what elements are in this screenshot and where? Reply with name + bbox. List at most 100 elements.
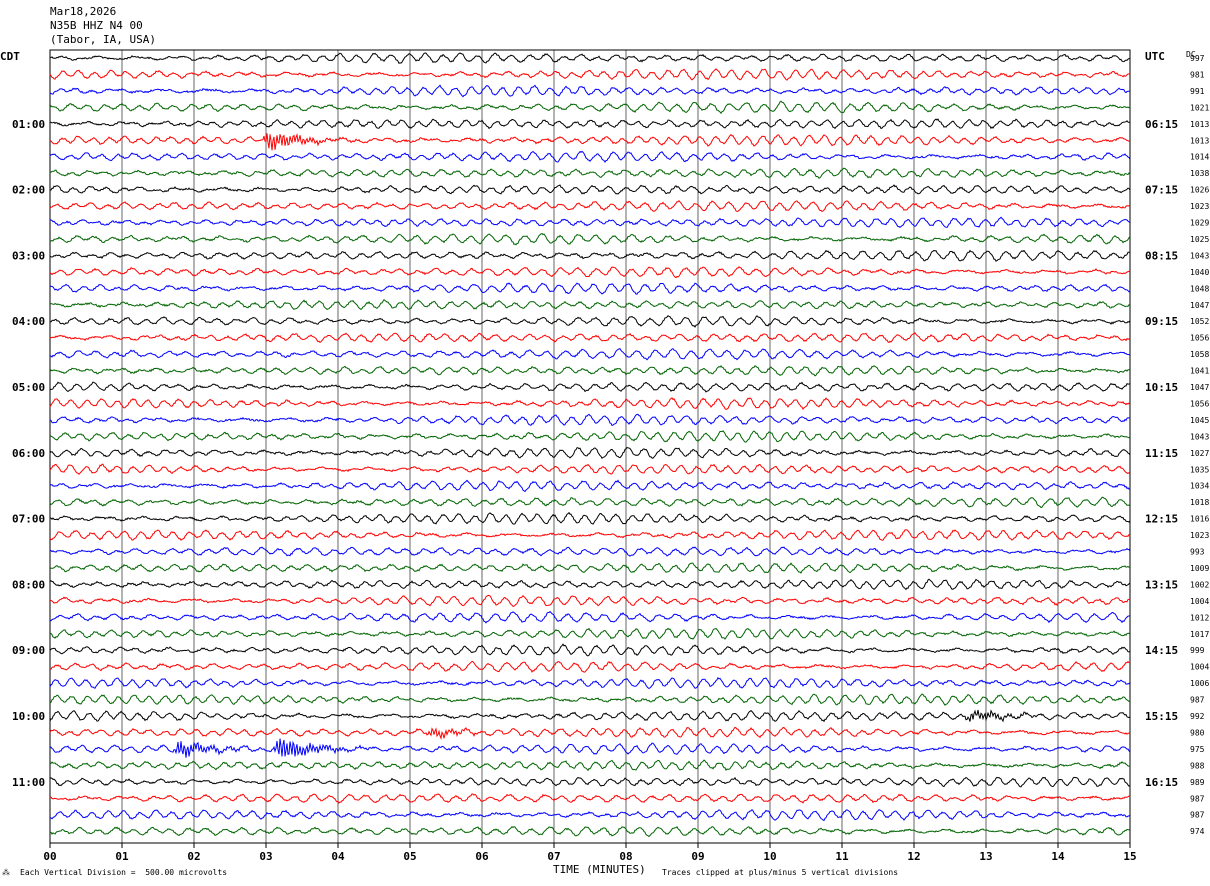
x-tick-label: 00 — [43, 850, 56, 863]
dc-offset-label: 1016 — [1190, 515, 1209, 524]
dc-offset-label: 1004 — [1190, 663, 1209, 672]
dc-offset-label: 1023 — [1190, 531, 1209, 540]
trace-35 — [49, 627, 1131, 640]
trace-8 — [49, 184, 1131, 195]
dc-offset-label: 1040 — [1190, 268, 1209, 277]
scale-note: Each Vertical Division = 500.00 microvol… — [20, 868, 228, 877]
trace-13 — [49, 266, 1131, 279]
trace-28 — [49, 511, 1131, 525]
trace-36 — [49, 643, 1131, 657]
clip-note: Traces clipped at plus/minus 5 vertical … — [662, 868, 899, 877]
trace-29 — [49, 529, 1131, 541]
trace-6 — [49, 150, 1131, 164]
dc-offset-label: 1043 — [1190, 251, 1209, 260]
hour-label-right: 14:15 — [1145, 644, 1178, 657]
trace-9 — [49, 199, 1131, 212]
header-location: (Tabor, IA, USA) — [50, 33, 156, 46]
dc-offset-label: 974 — [1190, 827, 1205, 836]
dc-offset-label: 1013 — [1190, 120, 1209, 129]
trace-7 — [49, 167, 1131, 179]
x-tick-label: 09 — [691, 850, 704, 863]
dc-offset-label: 989 — [1190, 778, 1205, 787]
x-tick-label: 02 — [187, 850, 200, 863]
dc-offset-label: 1056 — [1190, 399, 1209, 408]
x-tick-label: 07 — [547, 850, 560, 863]
dc-offset-label: 1026 — [1190, 186, 1209, 195]
trace-20 — [49, 381, 1131, 393]
dc-offset-label: 1018 — [1190, 498, 1209, 507]
hour-label-right: 08:15 — [1145, 249, 1178, 262]
trace-43 — [49, 759, 1131, 772]
hour-label-left: 03:00 — [12, 249, 45, 262]
hour-label-left: 08:00 — [12, 578, 45, 591]
dc-label: DC — [1186, 50, 1196, 59]
dc-offset-label: 993 — [1190, 548, 1205, 557]
trace-46 — [49, 808, 1131, 822]
header-date: Mar18,2026 — [50, 5, 117, 18]
trace-24 — [49, 447, 1131, 459]
trace-12 — [49, 249, 1130, 262]
header-station: N35B HHZ N4 00 — [50, 19, 143, 32]
trace-11 — [49, 233, 1131, 246]
trace-23 — [49, 430, 1131, 443]
dc-offset-label: 1006 — [1190, 679, 1209, 688]
trace-31 — [49, 562, 1130, 574]
trace-21 — [49, 397, 1131, 411]
dc-offset-label: 988 — [1190, 761, 1205, 770]
trace-30 — [49, 546, 1131, 557]
hour-label-right: 06:15 — [1145, 118, 1178, 131]
dc-offset-label: 987 — [1190, 696, 1205, 705]
trace-14 — [49, 282, 1131, 295]
hour-label-right: 13:15 — [1145, 578, 1178, 591]
dc-offset-label: 975 — [1190, 745, 1205, 754]
x-axis-label: TIME (MINUTES) — [553, 863, 646, 876]
dc-offset-label: 1027 — [1190, 449, 1209, 458]
dc-offset-label: 997 — [1190, 54, 1205, 63]
dc-offset-label: 1009 — [1190, 564, 1209, 573]
trace-47 — [49, 825, 1131, 838]
hour-label-left: 07:00 — [12, 513, 45, 526]
hour-label-right: 11:15 — [1145, 447, 1178, 460]
trace-39 — [49, 693, 1131, 706]
dc-offset-label: 1034 — [1190, 482, 1209, 491]
dc-offset-label: 1012 — [1190, 613, 1209, 622]
hour-label-right: 15:15 — [1145, 710, 1178, 723]
corner-mark: ⁂ — [2, 868, 10, 877]
trace-33 — [49, 594, 1131, 607]
dc-offset-label: 987 — [1190, 794, 1205, 803]
dc-offset-label: 1056 — [1190, 334, 1209, 343]
trace-32 — [49, 578, 1131, 591]
x-tick-label: 10 — [763, 850, 776, 863]
trace-19 — [49, 365, 1131, 377]
hour-label-left: 11:00 — [12, 776, 45, 789]
trace-34 — [49, 610, 1131, 624]
dc-offset-label: 1017 — [1190, 630, 1209, 639]
dc-offset-label: 1045 — [1190, 416, 1209, 425]
dc-offset-label: 1047 — [1190, 301, 1209, 310]
x-tick-label: 08 — [619, 850, 632, 863]
hour-label-left: 01:00 — [12, 118, 45, 131]
dc-offset-label: 1048 — [1190, 284, 1209, 293]
trace-40 — [49, 709, 1131, 723]
dc-offset-label: 1023 — [1190, 202, 1209, 211]
plot-frame — [49, 49, 1131, 844]
trace-0 — [49, 52, 1131, 64]
x-tick-label: 06 — [475, 850, 489, 863]
dc-offset-label: 1004 — [1190, 597, 1209, 606]
dc-offset-label: 999 — [1190, 646, 1205, 655]
x-tick-label: 14 — [1051, 850, 1065, 863]
trace-42 — [49, 738, 1131, 758]
hour-label-right: 07:15 — [1145, 184, 1178, 197]
x-tick-label: 03 — [259, 850, 272, 863]
x-tick-label: 04 — [331, 850, 345, 863]
dc-offset-label: 1038 — [1190, 169, 1209, 178]
dc-offset-label: 1002 — [1190, 580, 1209, 589]
hour-label-left: 10:00 — [12, 710, 45, 723]
dc-offset-label: 1043 — [1190, 432, 1209, 441]
dc-offset-label: 1047 — [1190, 383, 1209, 392]
hour-label-right: 09:15 — [1145, 315, 1178, 328]
trace-25 — [49, 463, 1131, 476]
trace-18 — [49, 348, 1131, 361]
hour-label-left: 04:00 — [12, 315, 45, 328]
